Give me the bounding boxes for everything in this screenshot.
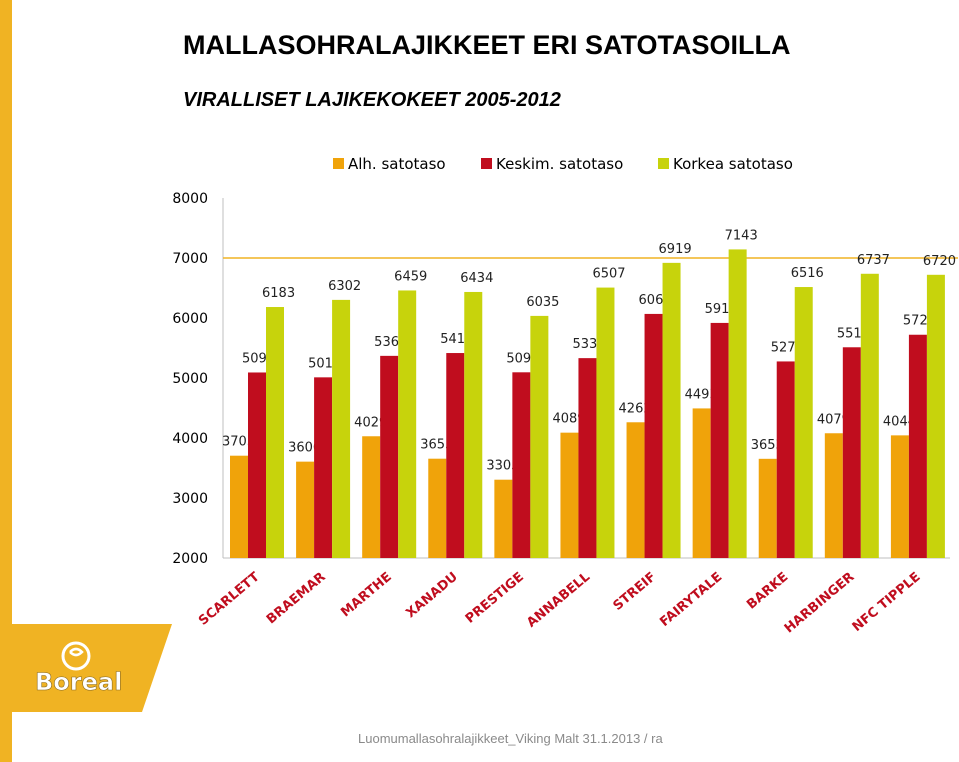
bar-2 <box>578 358 597 558</box>
data-label: 6459 <box>394 269 427 284</box>
data-label: 6035 <box>526 295 559 310</box>
data-label: 6919 <box>659 242 692 257</box>
bar-2 <box>248 372 266 558</box>
bar-1 <box>428 458 447 558</box>
bar-3 <box>332 299 351 558</box>
bar-2 <box>842 347 861 558</box>
bar-2 <box>710 322 729 558</box>
bar-2 <box>314 377 333 558</box>
legend-label: Alh. satotaso <box>348 155 446 173</box>
bar-1 <box>362 436 381 558</box>
y-tick-label: 7000 <box>172 251 208 267</box>
data-label: 3606 <box>288 441 321 456</box>
data-label: 4079 <box>817 412 850 427</box>
bar-chart: 2000300040005000600070008000370550926183… <box>172 155 958 637</box>
category-label: XANADU <box>403 570 460 622</box>
category-label: ANNABELL <box>524 570 593 631</box>
logo-text: Boreal <box>35 668 122 696</box>
bar-3 <box>596 287 615 558</box>
footer-text: Luomumallasohralajikkeet_Viking Malt 31.… <box>358 731 663 746</box>
data-label: 6183 <box>262 286 295 301</box>
page-subtitle: VIRALLISET LAJIKEKOKEET 2005-2012 <box>183 89 561 111</box>
category-label: SCARLETT <box>196 569 263 628</box>
y-tick-label: 6000 <box>172 311 208 327</box>
bar-1 <box>230 455 248 558</box>
bar-3 <box>728 249 747 559</box>
bar-3 <box>860 273 879 558</box>
bar-2 <box>908 334 927 558</box>
bar-1 <box>494 479 513 558</box>
bar-1 <box>758 458 777 558</box>
data-label: 4089 <box>552 412 585 427</box>
data-label: 6302 <box>328 279 361 294</box>
bar-3 <box>926 274 945 558</box>
bar-3 <box>662 262 681 558</box>
bar-2 <box>446 353 465 558</box>
data-label: 6720 <box>923 254 956 269</box>
category-label: MARTHE <box>338 570 394 621</box>
bar-1 <box>626 422 645 558</box>
category-label: PRESTIGE <box>463 570 527 627</box>
legend-swatch <box>333 158 344 169</box>
data-label: 7143 <box>725 228 758 243</box>
y-tick-label: 5000 <box>172 371 208 387</box>
data-label: 6516 <box>791 266 824 281</box>
data-label: 4262 <box>619 401 652 416</box>
data-label: 3705 <box>222 435 255 450</box>
page-title: MALLASOHRALAJIKKEET ERI SATOTASOILLA <box>183 30 791 60</box>
data-label: 6737 <box>857 253 890 268</box>
category-label: BARKE <box>744 570 791 613</box>
bar-3 <box>398 290 417 558</box>
category-label: NFC TIPPLE <box>850 570 924 635</box>
legend-label: Korkea satotaso <box>673 155 793 173</box>
data-label: 3655 <box>420 438 453 453</box>
category-label: BRAEMAR <box>264 570 329 628</box>
bar-1 <box>824 433 843 558</box>
y-tick-label: 8000 <box>172 191 208 207</box>
bar-1 <box>560 432 579 558</box>
data-label: 6507 <box>592 267 625 282</box>
data-label: 4044 <box>883 414 916 429</box>
y-tick-label: 3000 <box>172 491 208 507</box>
bar-2 <box>380 355 399 558</box>
data-label: 4029 <box>354 415 387 430</box>
data-label: 6434 <box>460 271 493 286</box>
bar-1 <box>296 461 315 558</box>
bar-3 <box>266 307 284 558</box>
bar-1 <box>692 408 711 558</box>
data-label: 3653 <box>751 438 784 453</box>
bar-2 <box>512 372 531 558</box>
brand-logo: Boreal <box>0 624 172 712</box>
legend-swatch <box>658 158 669 169</box>
bar-1 <box>890 435 909 558</box>
legend-label: Keskim. satotaso <box>496 155 623 173</box>
bar-2 <box>644 313 663 558</box>
bar-3 <box>464 291 483 558</box>
y-tick-label: 2000 <box>172 551 208 567</box>
legend-swatch <box>481 158 492 169</box>
bar-3 <box>794 287 813 558</box>
y-tick-label: 4000 <box>172 431 208 447</box>
bar-3 <box>530 315 549 558</box>
category-label: STREIF <box>611 570 660 614</box>
bar-2 <box>776 361 795 558</box>
left-accent-stripe <box>0 0 12 762</box>
data-label: 3305 <box>486 459 519 474</box>
data-label: 4493 <box>685 387 718 402</box>
category-label: FAIRYTALE <box>657 570 725 630</box>
category-label: HARBINGER <box>782 570 858 637</box>
